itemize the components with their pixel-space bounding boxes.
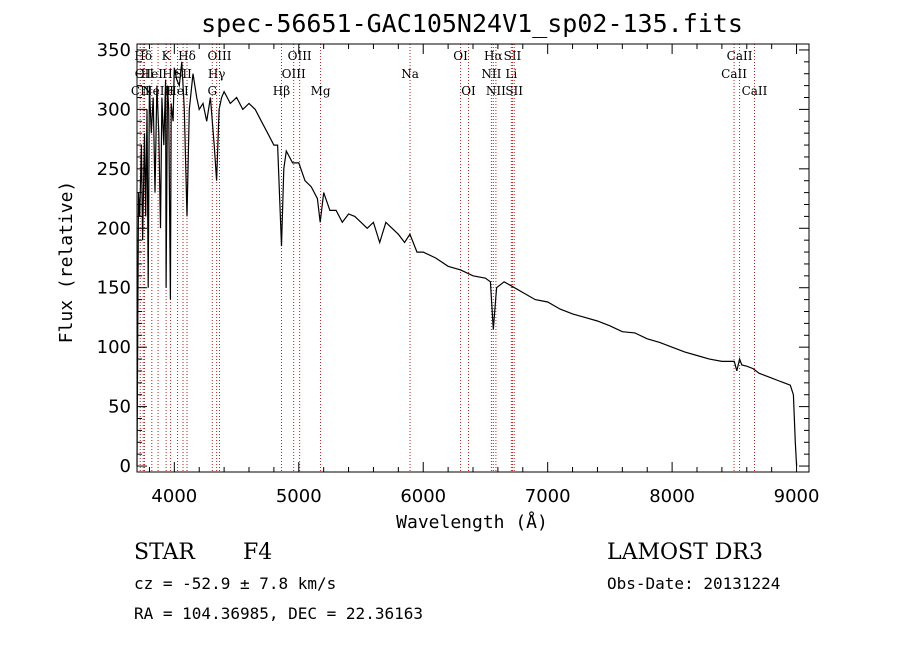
observation-date: Obs-Date: 20131224 (607, 574, 781, 593)
y-tick-label: 0 (120, 456, 131, 477)
spectrum-series-line (136, 61, 798, 467)
plot-frame (136, 43, 810, 473)
spectral-line-label: CaII (742, 84, 768, 98)
spectral-line-label: CaII (727, 49, 753, 63)
y-tick-label: 100 (97, 337, 131, 358)
spectral-line-label: CII (131, 84, 150, 98)
spectral-line-label: Li (505, 67, 517, 81)
y-tick-label: 250 (97, 159, 131, 180)
spectral-line-label: OII (135, 67, 155, 81)
x-tick-label: 9000 (774, 486, 820, 507)
spectral-line-label: HeI (141, 67, 164, 81)
spectral-line-label: SII (505, 84, 523, 98)
spectral-line-label: OIII (207, 49, 231, 63)
spectral-line-label: HeI (166, 84, 189, 98)
chart-title: spec-56651-GAC105N24V1_sp02-135.fits (201, 9, 743, 38)
x-tick-label: 4000 (151, 486, 197, 507)
spectral-line-label: K (162, 49, 172, 63)
y-tick-label: 200 (97, 218, 131, 239)
axis-ticks-layer: 4000 5000 6000 7000 8000 9000 0 50 100 150 200 250 3… (97, 40, 820, 507)
y-tick-label: 150 (97, 278, 131, 299)
x-tick-label: 6000 (400, 486, 446, 507)
redshift-velocity: cz = -52.9 ± 7.8 km/s (134, 574, 337, 593)
spectral-line-label: OIII (282, 67, 306, 81)
coordinates: RA = 104.36985, DEC = 22.36163 (134, 604, 423, 623)
x-tick-label: 5000 (276, 486, 322, 507)
x-tick-label: 7000 (525, 486, 571, 507)
spectral-line-label: G (207, 84, 217, 98)
spectral-line-label: Hγ (208, 67, 226, 81)
spectral-line-label: SII (174, 67, 192, 81)
spectral-line-label: Hδ (134, 49, 152, 63)
spectral-line-label: NII (486, 84, 506, 98)
spectral-line-label: OI (453, 49, 468, 63)
spectral-line-label: Mg (311, 84, 331, 98)
x-axis-label: Wavelength (Å) (396, 511, 548, 533)
object-class: STAR (134, 540, 195, 565)
spectral-line-label: SII (504, 49, 522, 63)
spectral-line-label: OI (461, 84, 476, 98)
survey-name: LAMOST DR3 (607, 540, 763, 565)
y-tick-label: 300 (97, 99, 131, 120)
x-tick-label: 8000 (649, 486, 695, 507)
spectral-line-label: NII (481, 67, 501, 81)
y-axis-label: Flux (relative) (56, 181, 77, 344)
spectral-line-label: CaII (721, 67, 747, 81)
spectral-line-label: OIII (288, 49, 312, 63)
spectral-line-label: Hβ (273, 84, 290, 98)
spectral-line-label: Hα (484, 49, 503, 63)
spectral-line-label: Hδ (178, 49, 196, 63)
object-subclass: F4 (243, 540, 273, 565)
y-tick-label: 50 (108, 397, 131, 418)
spectral-line-label: Na (401, 67, 419, 81)
y-tick-label: 350 (97, 40, 131, 61)
